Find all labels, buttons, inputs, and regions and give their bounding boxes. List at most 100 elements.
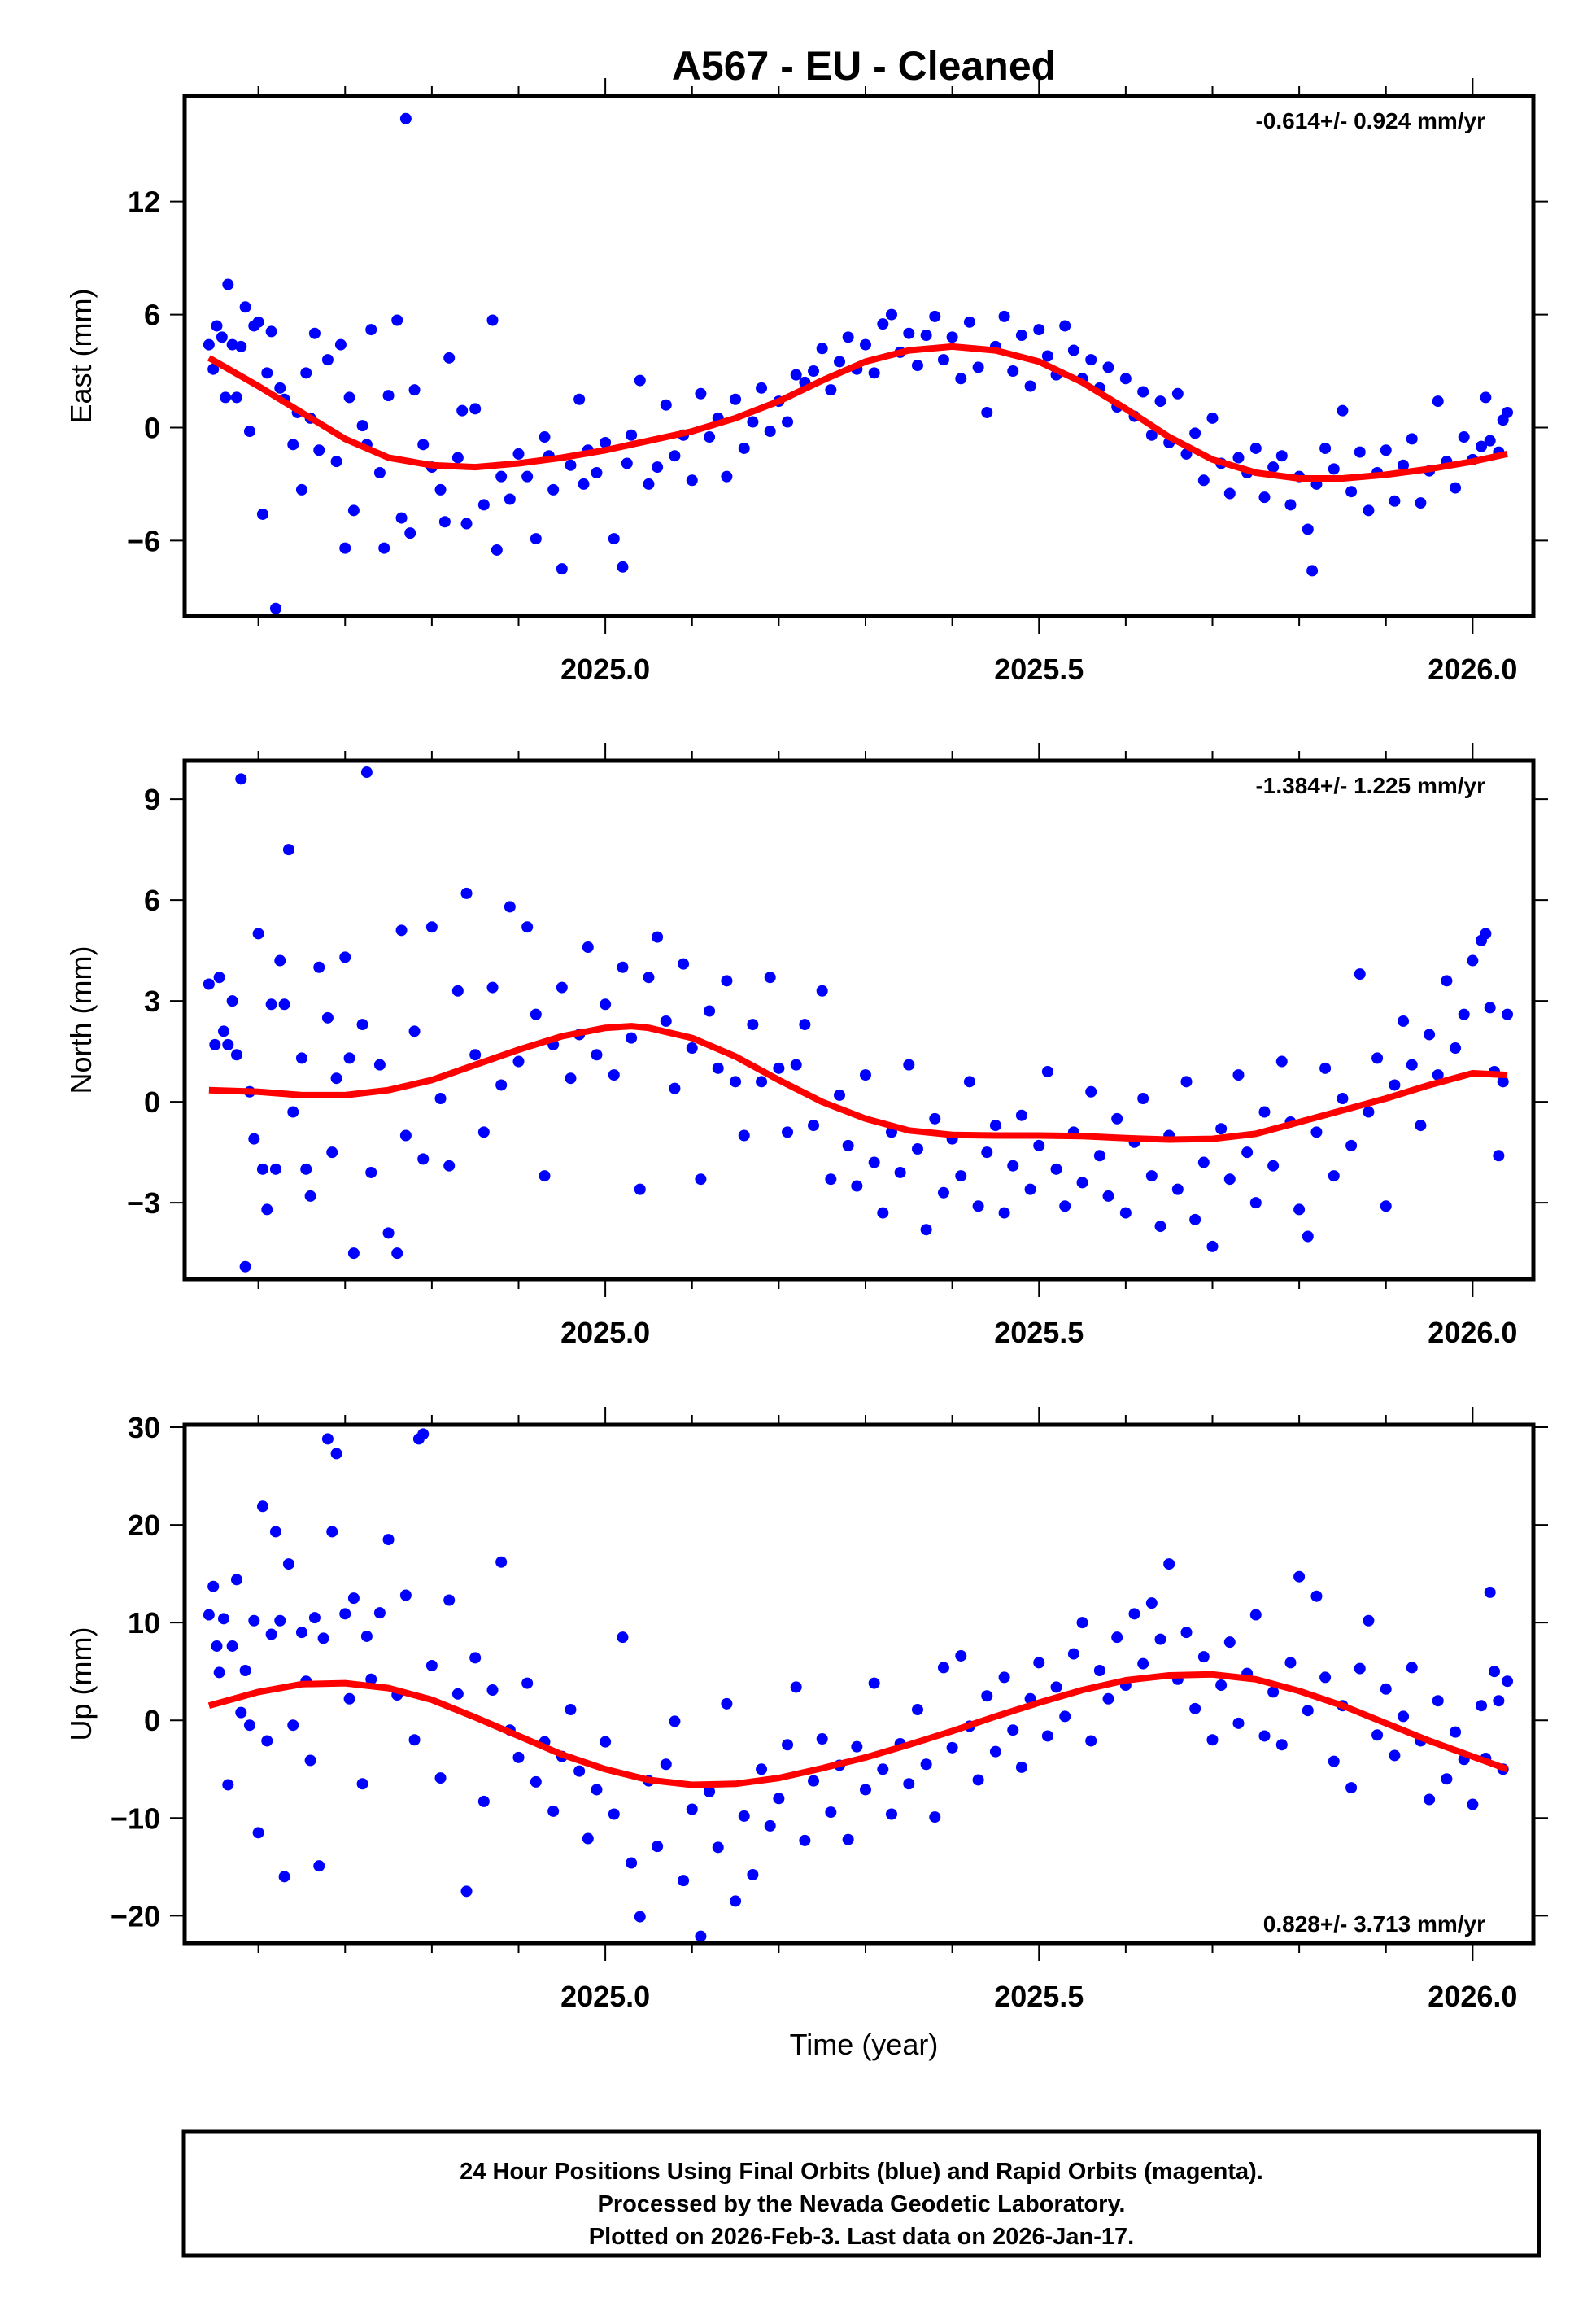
data-point bbox=[1476, 1700, 1488, 1712]
data-point bbox=[1458, 431, 1470, 443]
data-point bbox=[981, 1146, 993, 1159]
data-point bbox=[1406, 433, 1418, 445]
data-point bbox=[326, 1526, 338, 1538]
data-point bbox=[451, 452, 464, 464]
data-point bbox=[1363, 1106, 1375, 1118]
data-point bbox=[686, 1042, 698, 1055]
data-point bbox=[808, 1775, 820, 1787]
data-point bbox=[1154, 395, 1166, 408]
data-point bbox=[1085, 354, 1097, 366]
data-point bbox=[300, 1163, 312, 1175]
data-point bbox=[556, 563, 568, 575]
data-point bbox=[321, 354, 334, 366]
data-point bbox=[747, 1868, 759, 1880]
data-point bbox=[216, 331, 228, 343]
data-point bbox=[278, 1871, 290, 1883]
data-point bbox=[652, 1841, 664, 1853]
data-point bbox=[617, 561, 629, 573]
data-point bbox=[1007, 365, 1019, 378]
data-point bbox=[721, 470, 733, 483]
data-point bbox=[955, 373, 967, 385]
data-point bbox=[1406, 1059, 1418, 1071]
data-point bbox=[1363, 1614, 1375, 1627]
up-y-tick-label: 0 bbox=[144, 1704, 160, 1737]
data-point bbox=[868, 1677, 880, 1689]
data-point bbox=[929, 1112, 941, 1125]
data-point bbox=[1284, 499, 1297, 511]
data-point bbox=[565, 459, 577, 471]
data-point bbox=[695, 1173, 707, 1186]
north-x-tick-label: 2025.0 bbox=[560, 1316, 650, 1349]
data-point bbox=[643, 478, 655, 490]
data-point bbox=[773, 1062, 785, 1074]
data-point bbox=[365, 1166, 377, 1178]
data-point bbox=[1480, 391, 1492, 404]
data-point bbox=[600, 437, 612, 448]
data-point bbox=[1424, 1029, 1436, 1041]
data-point bbox=[252, 1827, 264, 1839]
east-frame bbox=[182, 94, 1536, 618]
data-point bbox=[547, 483, 560, 496]
data-point bbox=[1015, 1109, 1027, 1121]
data-point bbox=[669, 450, 681, 462]
data-point bbox=[217, 1025, 229, 1037]
data-point bbox=[1398, 1015, 1410, 1027]
data-point bbox=[343, 1052, 355, 1064]
data-point bbox=[512, 1055, 525, 1068]
data-point bbox=[782, 416, 794, 428]
data-point bbox=[1493, 1150, 1505, 1162]
data-point bbox=[834, 1089, 846, 1101]
data-point bbox=[773, 1793, 785, 1805]
data-point bbox=[998, 1671, 1010, 1684]
data-point bbox=[278, 998, 290, 1011]
data-point bbox=[600, 998, 612, 1011]
data-point bbox=[1033, 1657, 1045, 1669]
data-point bbox=[235, 340, 247, 352]
data-point bbox=[469, 1049, 482, 1061]
data-point bbox=[382, 390, 395, 402]
data-point bbox=[1137, 1093, 1149, 1105]
data-point bbox=[1111, 1631, 1123, 1644]
data-point bbox=[704, 431, 716, 443]
data-point bbox=[1050, 1163, 1062, 1175]
data-point bbox=[243, 426, 255, 438]
data-point bbox=[1450, 1726, 1462, 1738]
north-y-tick-label: −3 bbox=[127, 1186, 160, 1220]
data-point bbox=[530, 1008, 542, 1020]
data-point bbox=[1467, 1798, 1479, 1810]
data-point bbox=[308, 327, 321, 339]
data-point bbox=[443, 1160, 456, 1172]
data-point bbox=[877, 318, 889, 330]
data-point bbox=[972, 361, 984, 373]
data-point bbox=[1076, 1177, 1088, 1189]
data-point bbox=[287, 1106, 299, 1118]
data-point bbox=[704, 1785, 716, 1797]
data-point bbox=[929, 310, 941, 322]
data-point bbox=[211, 1640, 223, 1652]
up-y-tick-label: 30 bbox=[128, 1411, 160, 1444]
data-point bbox=[504, 901, 516, 913]
data-point bbox=[408, 384, 421, 396]
data-point bbox=[799, 1834, 811, 1846]
north-frame bbox=[182, 758, 1536, 1282]
data-point bbox=[643, 972, 655, 984]
data-point bbox=[486, 981, 499, 994]
data-point bbox=[1137, 386, 1149, 398]
data-point bbox=[911, 1704, 923, 1716]
data-point bbox=[790, 369, 802, 381]
data-point bbox=[1337, 404, 1349, 417]
data-point bbox=[1480, 928, 1492, 940]
data-point bbox=[373, 467, 386, 479]
data-point bbox=[1223, 1636, 1236, 1649]
east-x-tick-label: 2025.5 bbox=[994, 653, 1084, 686]
data-point bbox=[1024, 1183, 1036, 1195]
east-panel: 2025.0 2025.5 2026.0 −6 0 6 12 East (mm) -0.614+… bbox=[64, 78, 1548, 686]
data-point bbox=[747, 1019, 759, 1031]
data-point bbox=[1328, 1755, 1340, 1767]
data-point bbox=[1354, 446, 1366, 458]
data-point bbox=[1467, 954, 1479, 967]
data-point bbox=[955, 1170, 967, 1182]
data-point bbox=[816, 985, 828, 997]
data-point bbox=[256, 1500, 268, 1513]
data-point bbox=[1206, 1734, 1219, 1746]
